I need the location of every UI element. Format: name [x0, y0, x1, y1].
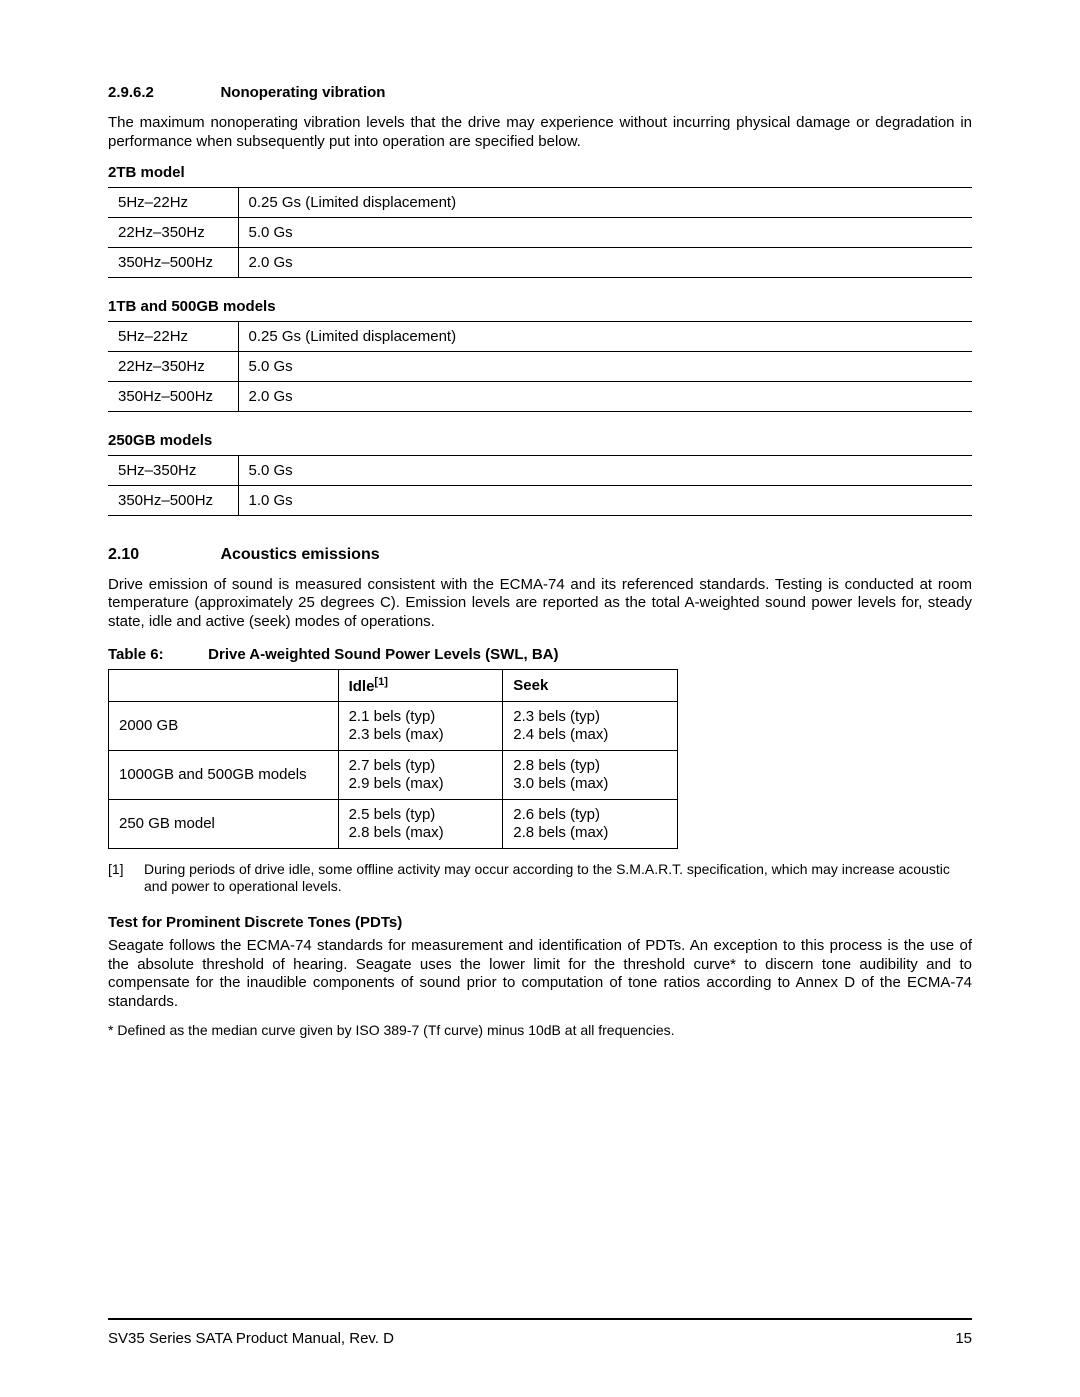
footnote-num: [1] — [108, 861, 144, 896]
value-cell: 5.0 Gs — [238, 455, 972, 485]
paragraph-acoustic: Drive emission of sound is measured cons… — [108, 576, 972, 632]
table-row: 22Hz–350Hz 5.0 Gs — [108, 217, 972, 247]
seek-max: 3.0 bels (max) — [513, 775, 667, 793]
seek-cell: 2.6 bels (typ) 2.8 bels (max) — [503, 799, 678, 848]
freq-cell: 350Hz–500Hz — [108, 381, 238, 411]
section-title: Acoustics emissions — [220, 546, 379, 563]
table-row: 250 GB model 2.5 bels (typ) 2.8 bels (ma… — [109, 799, 678, 848]
seek-max: 2.4 bels (max) — [513, 726, 667, 744]
footer-page-number: 15 — [955, 1330, 972, 1347]
idle-max: 2.3 bels (max) — [349, 726, 493, 744]
seek-cell: 2.8 bels (typ) 3.0 bels (max) — [503, 750, 678, 799]
value-cell: 5.0 Gs — [238, 217, 972, 247]
page-footer: SV35 Series SATA Product Manual, Rev. D … — [108, 1318, 972, 1347]
model-cell: 250 GB model — [109, 799, 339, 848]
value-cell: 0.25 Gs (Limited displacement) — [238, 321, 972, 351]
table6-caption-num: Table 6: — [108, 646, 204, 663]
idle-sup: [1] — [374, 676, 387, 688]
table6-acoustic: Idle[1] Seek 2000 GB 2.1 bels (typ) 2.3 … — [108, 669, 678, 849]
table-header-idle: Idle[1] — [338, 669, 503, 701]
value-cell: 0.25 Gs (Limited displacement) — [238, 187, 972, 217]
section-heading-2-9-6-2: 2.9.6.2 Nonoperating vibration — [108, 84, 972, 102]
table-row: 5Hz–22Hz 0.25 Gs (Limited displacement) — [108, 321, 972, 351]
table-vibration-2tb: 5Hz–22Hz 0.25 Gs (Limited displacement) … — [108, 187, 972, 278]
seek-typ: 2.3 bels (typ) — [513, 708, 667, 726]
freq-cell: 5Hz–22Hz — [108, 187, 238, 217]
footer-left: SV35 Series SATA Product Manual, Rev. D — [108, 1330, 394, 1347]
table-row: 350Hz–500Hz 2.0 Gs — [108, 247, 972, 277]
freq-cell: 22Hz–350Hz — [108, 217, 238, 247]
table-vibration-250gb: 5Hz–350Hz 5.0 Gs 350Hz–500Hz 1.0 Gs — [108, 455, 972, 516]
model-cell: 2000 GB — [109, 701, 339, 750]
idle-max: 2.8 bels (max) — [349, 824, 493, 842]
idle-typ: 2.5 bels (typ) — [349, 806, 493, 824]
footnote-body: During periods of drive idle, some offli… — [144, 861, 972, 896]
freq-cell: 350Hz–500Hz — [108, 247, 238, 277]
section-title: Nonoperating vibration — [220, 84, 385, 101]
value-cell: 2.0 Gs — [238, 247, 972, 277]
table-row: 5Hz–22Hz 0.25 Gs (Limited displacement) — [108, 187, 972, 217]
seek-max: 2.8 bels (max) — [513, 824, 667, 842]
freq-cell: 5Hz–350Hz — [108, 455, 238, 485]
section-heading-2-10: 2.10 Acoustics emissions — [108, 546, 972, 564]
section-number: 2.10 — [108, 546, 216, 564]
value-cell: 5.0 Gs — [238, 351, 972, 381]
table6-caption-title: Drive A-weighted Sound Power Levels (SWL… — [208, 646, 558, 663]
star-note: * Defined as the median curve given by I… — [108, 1022, 972, 1040]
seek-typ: 2.8 bels (typ) — [513, 757, 667, 775]
paragraph-nonop: The maximum nonoperating vibration level… — [108, 114, 972, 152]
subhead-1tb-500gb: 1TB and 500GB models — [108, 298, 972, 315]
seek-cell: 2.3 bels (typ) 2.4 bels (max) — [503, 701, 678, 750]
table6-caption: Table 6: Drive A-weighted Sound Power Le… — [108, 646, 972, 663]
idle-cell: 2.5 bels (typ) 2.8 bels (max) — [338, 799, 503, 848]
idle-cell: 2.7 bels (typ) 2.9 bels (max) — [338, 750, 503, 799]
subhead-2tb: 2TB model — [108, 164, 972, 181]
freq-cell: 5Hz–22Hz — [108, 321, 238, 351]
idle-typ: 2.1 bels (typ) — [349, 708, 493, 726]
idle-cell: 2.1 bels (typ) 2.3 bels (max) — [338, 701, 503, 750]
table-row: 1000GB and 500GB models 2.7 bels (typ) 2… — [109, 750, 678, 799]
subhead-250gb: 250GB models — [108, 432, 972, 449]
table-row: 22Hz–350Hz 5.0 Gs — [108, 351, 972, 381]
footnote-1: [1] During periods of drive idle, some o… — [108, 861, 972, 896]
idle-max: 2.9 bels (max) — [349, 775, 493, 793]
freq-cell: 350Hz–500Hz — [108, 485, 238, 515]
table-row: 350Hz–500Hz 1.0 Gs — [108, 485, 972, 515]
table-header-blank — [109, 669, 339, 701]
idle-typ: 2.7 bels (typ) — [349, 757, 493, 775]
model-cell: 1000GB and 500GB models — [109, 750, 339, 799]
idle-label: Idle — [349, 678, 375, 695]
table-row: 2000 GB 2.1 bels (typ) 2.3 bels (max) 2.… — [109, 701, 678, 750]
seek-typ: 2.6 bels (typ) — [513, 806, 667, 824]
table-row: 5Hz–350Hz 5.0 Gs — [108, 455, 972, 485]
paragraph-pdt: Seagate follows the ECMA-74 standards fo… — [108, 937, 972, 1012]
table-header-seek: Seek — [503, 669, 678, 701]
subhead-pdt: Test for Prominent Discrete Tones (PDTs) — [108, 914, 972, 931]
table-header-row: Idle[1] Seek — [109, 669, 678, 701]
value-cell: 1.0 Gs — [238, 485, 972, 515]
value-cell: 2.0 Gs — [238, 381, 972, 411]
freq-cell: 22Hz–350Hz — [108, 351, 238, 381]
table-row: 350Hz–500Hz 2.0 Gs — [108, 381, 972, 411]
section-number: 2.9.6.2 — [108, 84, 216, 101]
table-vibration-1tb-500gb: 5Hz–22Hz 0.25 Gs (Limited displacement) … — [108, 321, 972, 412]
